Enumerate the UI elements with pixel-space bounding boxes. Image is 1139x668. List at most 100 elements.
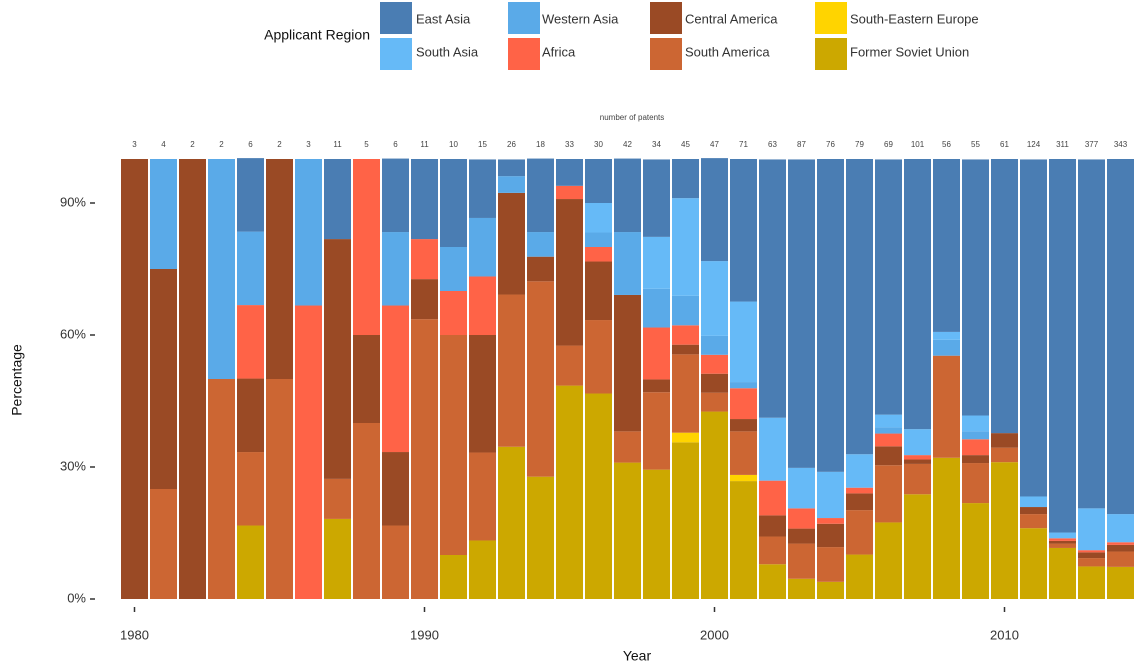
bar-segment (1049, 159, 1076, 533)
bar-segment (701, 411, 728, 599)
bar-segment (469, 276, 496, 335)
count-value: 47 (710, 140, 719, 149)
bar-segment (353, 423, 380, 599)
bar-segment (1078, 508, 1105, 551)
bar-segment (237, 378, 264, 453)
bar-segment (1049, 543, 1076, 548)
bar-segment (498, 192, 525, 295)
bar-segment (614, 232, 641, 295)
bar-segment (672, 159, 699, 199)
bar-segment (382, 305, 409, 453)
legend-label: East Asia (416, 11, 471, 26)
bar-segment (846, 510, 873, 555)
count-value: 61 (1000, 140, 1009, 149)
bar-segment (237, 231, 264, 306)
count-value: 3 (306, 140, 311, 149)
bar-segment (759, 159, 786, 418)
bar-segment (411, 239, 438, 280)
legend-label: South America (685, 44, 770, 59)
bar-segment (788, 508, 815, 529)
bar-segment (1049, 540, 1076, 544)
bar-segment (411, 279, 438, 320)
bar-segment (933, 457, 960, 599)
bar-segment (440, 555, 467, 599)
bar-segment (527, 256, 554, 282)
bar-segment (875, 427, 902, 434)
bar-segment (150, 489, 177, 599)
bar-segment (1078, 159, 1105, 509)
count-value: 71 (739, 140, 748, 149)
bar-segment (1107, 514, 1134, 543)
bar-segment (295, 305, 322, 599)
bar-segment (904, 459, 931, 464)
bar-segment (324, 159, 351, 240)
count-value: 377 (1085, 140, 1099, 149)
legend-label: Western Asia (542, 11, 619, 26)
y-tick-label: 60% (60, 326, 86, 341)
bar-segment (643, 327, 670, 380)
count-value: 26 (507, 140, 516, 149)
y-tick-label: 0% (67, 590, 86, 605)
bar-segment (875, 414, 902, 428)
bar-segment (788, 528, 815, 544)
bar-segment (498, 176, 525, 193)
bar-segment (585, 247, 612, 262)
legend-swatch (508, 38, 540, 70)
bar-segment (759, 515, 786, 537)
bar-segment (237, 305, 264, 379)
bar-segment (324, 478, 351, 519)
bar-segment (991, 462, 1018, 599)
count-value: 69 (884, 140, 893, 149)
bar-segment (556, 385, 583, 599)
bar-segment (730, 301, 757, 383)
bar-segment (411, 159, 438, 240)
bar-segment (904, 494, 931, 599)
bar-segment (150, 159, 177, 269)
bar-segment (498, 159, 525, 177)
bar-segment (353, 159, 380, 335)
bar-segment (672, 295, 699, 326)
bar-segment (1107, 544, 1134, 552)
count-value: 101 (911, 140, 925, 149)
bar-segment (672, 442, 699, 599)
bar-segment (846, 454, 873, 488)
bar-segment (556, 345, 583, 386)
bar-segment (1107, 159, 1134, 515)
bar-segment (1049, 547, 1076, 599)
count-value: 55 (971, 140, 980, 149)
bar-segment (991, 447, 1018, 463)
legend-label: Former Soviet Union (850, 44, 969, 59)
bar-segment (643, 236, 670, 289)
bar-segment (730, 382, 757, 389)
count-value: 87 (797, 140, 806, 149)
bar-segment (469, 452, 496, 541)
bar-segment (1049, 532, 1076, 539)
bar-segment (875, 522, 902, 599)
legend-swatch (380, 2, 412, 34)
bar-segment (846, 554, 873, 599)
legend-label: South Asia (416, 44, 479, 59)
bar-segment (730, 481, 757, 599)
legend-swatch (650, 2, 682, 34)
bar-segment (730, 159, 757, 302)
bar-segment (817, 547, 844, 582)
bar-segment (643, 379, 670, 393)
bar-segment (730, 419, 757, 432)
x-tick-label: 2000 (700, 627, 729, 642)
legend-swatch (815, 2, 847, 34)
bar-segment (382, 232, 409, 306)
bar-segment (585, 232, 612, 247)
count-value: 10 (449, 140, 458, 149)
legend-title: Applicant Region (264, 27, 370, 43)
bar-segment (585, 159, 612, 203)
bar-segment (904, 429, 931, 456)
count-value: 63 (768, 140, 777, 149)
bar-segment (788, 543, 815, 579)
bar-segment (730, 474, 757, 482)
bar-segment (324, 239, 351, 479)
bar-segment (933, 159, 960, 332)
bar-segment (527, 232, 554, 257)
bar-segment (1107, 542, 1134, 545)
count-value: 42 (623, 140, 632, 149)
